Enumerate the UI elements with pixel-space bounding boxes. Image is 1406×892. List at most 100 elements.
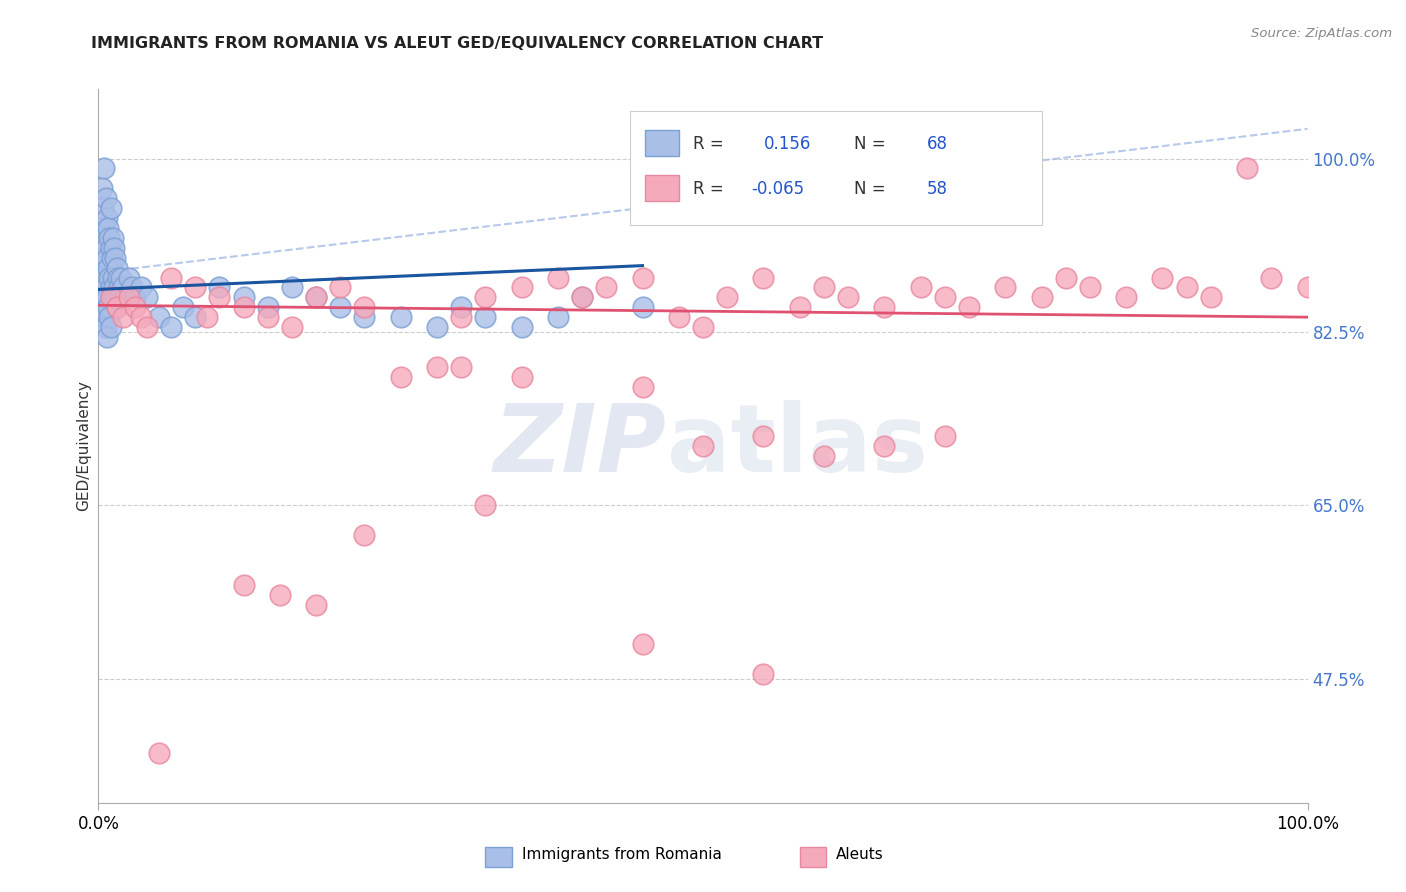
Text: atlas: atlas <box>666 400 928 492</box>
Text: R =: R = <box>693 136 724 153</box>
Bar <box>485 847 512 867</box>
Point <box>910 280 932 294</box>
Point <box>474 499 496 513</box>
Point <box>1078 280 1101 294</box>
Point <box>111 310 134 325</box>
Point <box>94 191 117 205</box>
Point <box>93 270 115 285</box>
Point <box>100 201 122 215</box>
Point <box>100 320 122 334</box>
Point <box>353 310 375 325</box>
Point <box>110 270 132 285</box>
Point <box>124 290 146 304</box>
Point <box>135 290 157 304</box>
Point <box>873 300 896 314</box>
Point <box>97 221 120 235</box>
Text: Source: ZipAtlas.com: Source: ZipAtlas.com <box>1251 27 1392 40</box>
Point <box>121 280 143 294</box>
Point <box>256 300 278 314</box>
Y-axis label: GED/Equivalency: GED/Equivalency <box>76 381 91 511</box>
Point <box>91 201 114 215</box>
Point <box>97 260 120 275</box>
Point <box>329 300 352 314</box>
Point <box>353 528 375 542</box>
Point <box>232 578 254 592</box>
Point <box>547 270 569 285</box>
Point <box>184 280 207 294</box>
Point <box>450 300 472 314</box>
Point <box>353 300 375 314</box>
Text: 0.156: 0.156 <box>763 136 811 153</box>
Point <box>93 161 115 176</box>
Point <box>837 290 859 304</box>
Point <box>96 290 118 304</box>
Point <box>100 290 122 304</box>
Point <box>510 369 533 384</box>
Point <box>129 310 152 325</box>
Point <box>100 251 122 265</box>
Point <box>510 320 533 334</box>
Point <box>631 379 654 393</box>
Point <box>93 221 115 235</box>
Point <box>389 310 412 325</box>
Point <box>426 320 449 334</box>
Point <box>114 290 136 304</box>
Point <box>668 310 690 325</box>
Point <box>547 310 569 325</box>
Point <box>105 300 128 314</box>
FancyBboxPatch shape <box>630 111 1042 225</box>
Point <box>135 320 157 334</box>
Point <box>1054 270 1077 285</box>
Point <box>1296 280 1319 294</box>
Point <box>305 598 328 612</box>
Point <box>160 320 183 334</box>
Point <box>104 290 127 304</box>
Point <box>124 300 146 314</box>
Point <box>595 280 617 294</box>
Point <box>281 320 304 334</box>
Point <box>474 310 496 325</box>
Point <box>631 637 654 651</box>
Point <box>148 310 170 325</box>
Point <box>101 231 124 245</box>
Point <box>98 270 121 285</box>
Point <box>329 280 352 294</box>
Text: ZIP: ZIP <box>494 400 666 492</box>
Point <box>510 280 533 294</box>
Point <box>129 280 152 294</box>
Point <box>873 439 896 453</box>
Point <box>789 300 811 314</box>
Point <box>1199 290 1222 304</box>
Point <box>108 280 131 294</box>
Text: 58: 58 <box>927 180 948 198</box>
Point <box>957 300 980 314</box>
Point <box>100 241 122 255</box>
Point <box>692 439 714 453</box>
Point <box>118 270 141 285</box>
Point <box>232 300 254 314</box>
Point <box>208 280 231 294</box>
Point <box>426 359 449 374</box>
Point <box>571 290 593 304</box>
Point <box>474 290 496 304</box>
Point <box>813 449 835 463</box>
Point <box>692 320 714 334</box>
Point <box>232 290 254 304</box>
Point <box>305 290 328 304</box>
Point <box>1260 270 1282 285</box>
Point <box>934 290 956 304</box>
Point <box>97 300 120 314</box>
Point <box>91 270 114 285</box>
Point <box>1031 290 1053 304</box>
Point <box>813 280 835 294</box>
Bar <box>645 175 679 202</box>
Point <box>93 310 115 325</box>
Point <box>752 667 775 681</box>
Point <box>571 290 593 304</box>
Point <box>716 290 738 304</box>
Point <box>160 270 183 285</box>
Text: Immigrants from Romania: Immigrants from Romania <box>522 847 721 863</box>
Point <box>1236 161 1258 176</box>
Point <box>934 429 956 443</box>
Point <box>994 280 1017 294</box>
